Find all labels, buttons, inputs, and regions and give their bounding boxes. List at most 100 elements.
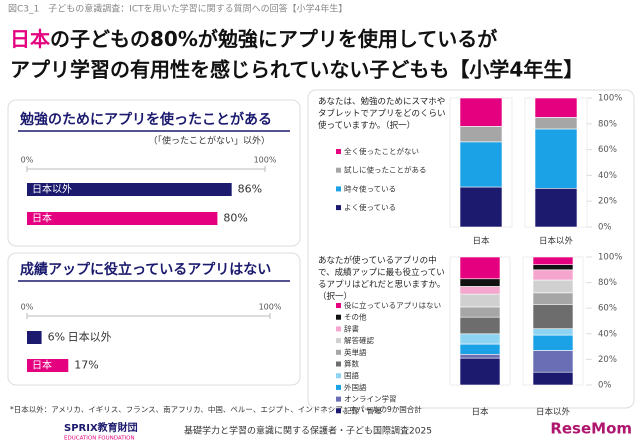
y-tick-label: 0% xyxy=(598,223,612,233)
bar-segment xyxy=(459,343,501,355)
legend-label: 算数 xyxy=(344,359,359,369)
category-label: 日本 xyxy=(32,212,52,225)
header: 図C3_1 子どもの意識調査：ICTを用いた学習に関する質問への回答【小学4年生… xyxy=(8,3,347,15)
bar-segment xyxy=(459,286,501,295)
legend-label: 試しに使ったことがある xyxy=(344,165,427,175)
bar xyxy=(27,359,69,372)
footer: 基礎学力と学習の意識に関する保護者・子ども国際調査2025 xyxy=(184,425,432,437)
x-tick-label: 日本以外 xyxy=(536,407,571,418)
y-tick-label: 100% xyxy=(598,253,622,263)
chart-subtitle: （「使ったことがない」以外） xyxy=(148,135,270,147)
bar-segment xyxy=(532,350,574,373)
title-rest: の子どもの80%が勉強にアプリを使用しているが xyxy=(50,27,497,51)
panel xyxy=(7,99,301,247)
y-tick-label: 80% xyxy=(598,119,617,129)
legend-label: 役に立っているアプリはない xyxy=(344,300,441,310)
legend-swatch xyxy=(336,186,341,192)
bar-segment xyxy=(459,316,501,335)
category-label: 日本以外 xyxy=(32,183,72,196)
bar-segment xyxy=(459,333,501,345)
question-box: あなたが使っているアプリの中で、成績アップに最も役立っているアプリはどれだと思い… xyxy=(318,256,446,302)
y-tick-label: 20% xyxy=(598,355,617,365)
bar-segment xyxy=(459,278,501,287)
bar-segment xyxy=(532,264,574,271)
legend-swatch xyxy=(336,326,341,332)
question-box: あなたは、勉強のためにスマホやタブレットでアプリをどのくらい使っていますか。（択… xyxy=(318,97,446,131)
question: あなたは、勉強のためにスマホやタブレットでアプリをどのくらい使っていますか。（択… xyxy=(318,97,446,131)
bar-segment xyxy=(532,279,574,294)
legend-swatch xyxy=(336,338,341,344)
legend-label: 全く使ったことがない xyxy=(344,146,419,156)
value-label: 80% xyxy=(223,212,247,225)
x-tick-label: 0% xyxy=(21,156,34,165)
legend-swatch xyxy=(336,361,341,367)
category-label: 日本以外 xyxy=(68,330,112,344)
question: あなたが使っているアプリの中で、成績アップに最も役立っているアプリはどれだと思い… xyxy=(318,256,446,302)
bar-segment xyxy=(532,269,574,281)
bar-segment xyxy=(459,306,501,318)
y-tick-label: 100% xyxy=(598,94,622,104)
y-tick-label: 60% xyxy=(598,304,617,314)
logo-sub: EDUCATION FOUNDATION xyxy=(64,436,135,442)
bar xyxy=(27,331,42,344)
bar-segment xyxy=(532,371,574,386)
chart-title: 勉強のためにアプリを使ったことがある xyxy=(19,111,272,128)
bar-segment xyxy=(532,304,574,329)
y-tick-label: 80% xyxy=(598,278,617,288)
bar-segment xyxy=(459,256,501,280)
legend-label: その他 xyxy=(344,312,367,322)
bar-segment xyxy=(534,117,578,130)
panel xyxy=(7,252,301,386)
bar-segment xyxy=(459,97,503,127)
bar-segment xyxy=(534,128,578,189)
footnote: *日本以外：アメリカ、イギリス、フランス、南アフリカ、中国、ペルー、エジプト、イ… xyxy=(10,404,422,414)
bar-segment xyxy=(534,188,578,228)
y-tick-label: 0% xyxy=(598,381,612,391)
legend-label: 辞書 xyxy=(344,323,359,333)
legend-swatch xyxy=(336,373,341,379)
legend-swatch xyxy=(336,396,341,402)
chart-title: 成績アップに役立っているアプリはない xyxy=(20,261,271,278)
title-line2: アプリ学習の有用性を感じられていない子どもも【小学4年生】 xyxy=(10,58,583,82)
legend-swatch xyxy=(336,205,341,211)
bar-segment xyxy=(459,141,503,188)
legend-swatch xyxy=(336,384,341,390)
legend-swatch xyxy=(336,408,341,414)
category-label: 日本 xyxy=(32,359,52,372)
legend-label: よく使っている xyxy=(344,202,396,212)
x-tick-label: 日本 xyxy=(472,236,490,247)
legend-label: 時々使っている xyxy=(344,183,396,193)
bar-segment xyxy=(532,256,574,265)
bar-segment xyxy=(534,97,578,118)
y-tick-label: 40% xyxy=(598,329,617,339)
legend-label: 記録・管理 xyxy=(344,405,382,415)
x-tick-label: 0% xyxy=(21,303,34,312)
value-label: 17% xyxy=(74,359,98,372)
y-tick-label: 60% xyxy=(598,145,617,155)
bar xyxy=(27,212,218,225)
bar-segment xyxy=(459,357,501,386)
y-tick-label: 40% xyxy=(598,171,617,181)
logo: SPRIX教育財団 xyxy=(64,421,138,434)
bar xyxy=(27,183,232,196)
legend-swatch xyxy=(336,349,341,355)
bar-segment xyxy=(459,293,501,308)
bar-segment xyxy=(459,126,503,143)
legend-swatch xyxy=(336,167,341,173)
legend-label: 解答確認 xyxy=(344,335,374,345)
watermark: ReseMom xyxy=(550,420,632,438)
legend-swatch xyxy=(336,149,341,154)
bar-segment xyxy=(532,328,574,336)
x-tick-label: 100% xyxy=(259,303,282,312)
legend-label: 英単語 xyxy=(344,347,367,357)
value-label: 86% xyxy=(238,183,262,196)
title-line1: 日本の子どもの80%が勉強にアプリを使用しているが xyxy=(10,27,497,51)
legend-swatch xyxy=(336,314,341,320)
legend-label: オンライン学習 xyxy=(344,394,397,404)
x-tick-label: 日本以外 xyxy=(539,236,574,247)
legend-label: 国語 xyxy=(344,370,359,380)
x-tick-label: 日本 xyxy=(471,407,489,418)
legend-swatch xyxy=(336,303,341,308)
y-tick-label: 20% xyxy=(598,197,617,207)
